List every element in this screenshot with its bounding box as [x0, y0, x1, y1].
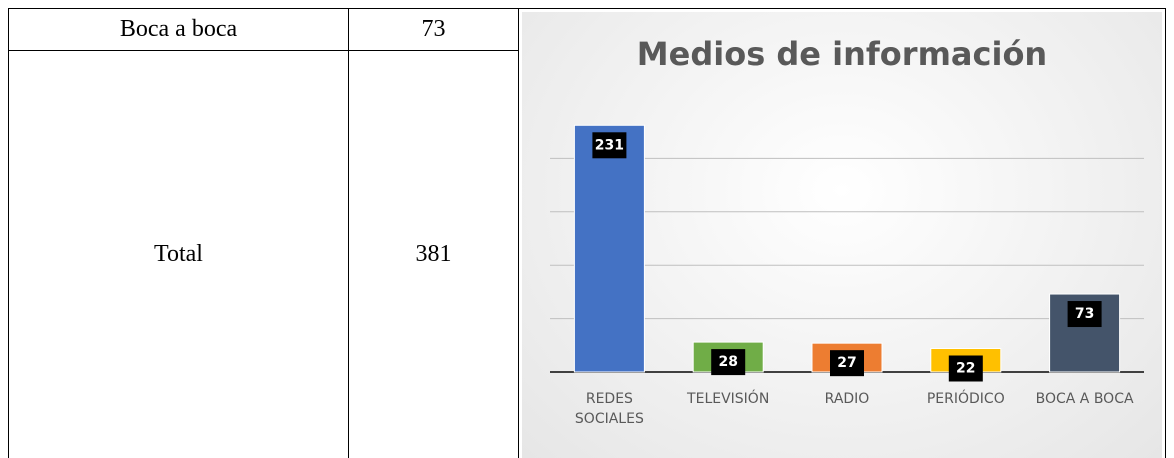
bar — [573, 124, 645, 373]
chart-svg: Medios de información 231 28 27 22 73 — [550, 35, 1144, 382]
data-label: 73 — [1075, 306, 1094, 322]
table-cell: 381 — [348, 50, 518, 458]
data-label-box — [711, 349, 746, 376]
data-label-box — [948, 355, 983, 382]
data-label: 28 — [718, 354, 737, 370]
data-label-box — [592, 132, 627, 159]
table-cell: Boca a boca — [8, 8, 348, 50]
chart-cell — [518, 8, 1166, 458]
x-tick-label: PERIÓDICO — [926, 391, 1005, 407]
data-label-box — [830, 350, 864, 377]
x-tick-label: REDES SOCIALES — [574, 391, 644, 427]
table-cell: 73 — [348, 8, 518, 50]
data-label: 22 — [956, 361, 975, 377]
chart: Medios de información 231 28 27 22 73 REDES … — [522, 12, 1162, 458]
chart-title: Medios de información — [637, 35, 1047, 73]
x-tick-label: TELEVISIÓN — [687, 391, 770, 407]
x-tick-label: RADIO — [824, 391, 870, 407]
data-label: 27 — [837, 355, 856, 371]
x-tick-label: BOCA A BOCA — [1035, 391, 1134, 407]
data-label: 231 — [595, 137, 624, 153]
data-label-box — [1067, 301, 1102, 328]
table-cell: Total — [8, 50, 348, 458]
